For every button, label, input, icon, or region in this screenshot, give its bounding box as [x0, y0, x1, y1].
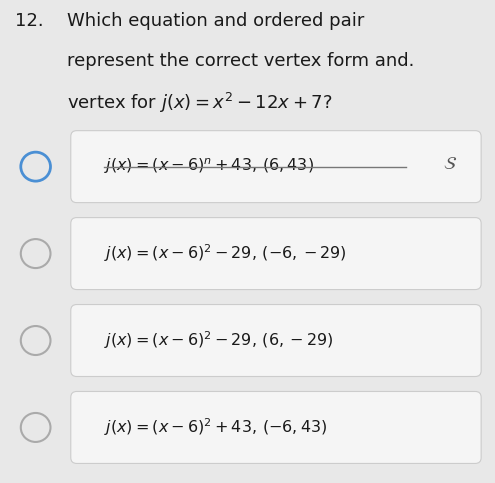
- Text: represent the correct vertex form and.: represent the correct vertex form and.: [67, 52, 414, 70]
- Text: 12.: 12.: [15, 12, 44, 30]
- Text: $\mathcal{S}$: $\mathcal{S}$: [444, 155, 457, 173]
- FancyBboxPatch shape: [71, 391, 481, 464]
- Text: $j(x) = (x - 6)^{n} + 43,\,(6, 43)$: $j(x) = (x - 6)^{n} + 43,\,(6, 43)$: [104, 157, 314, 176]
- Text: $j(x) = (x - 6)^2 + 43,\,(-6, 43)$: $j(x) = (x - 6)^2 + 43,\,(-6, 43)$: [104, 417, 327, 438]
- Text: $j(x) = (x - 6)^2 - 29,\,(6, -29)$: $j(x) = (x - 6)^2 - 29,\,(6, -29)$: [104, 330, 333, 351]
- FancyBboxPatch shape: [71, 130, 481, 202]
- Text: Which equation and ordered pair: Which equation and ordered pair: [67, 12, 364, 30]
- Text: $j(x) = (x - 6)^2 - 29,\,(-6, -29)$: $j(x) = (x - 6)^2 - 29,\,(-6, -29)$: [104, 243, 346, 264]
- FancyBboxPatch shape: [71, 305, 481, 377]
- Text: vertex for $j(x) = x^2 - 12x + 7$?: vertex for $j(x) = x^2 - 12x + 7$?: [67, 91, 332, 115]
- FancyBboxPatch shape: [71, 217, 481, 289]
